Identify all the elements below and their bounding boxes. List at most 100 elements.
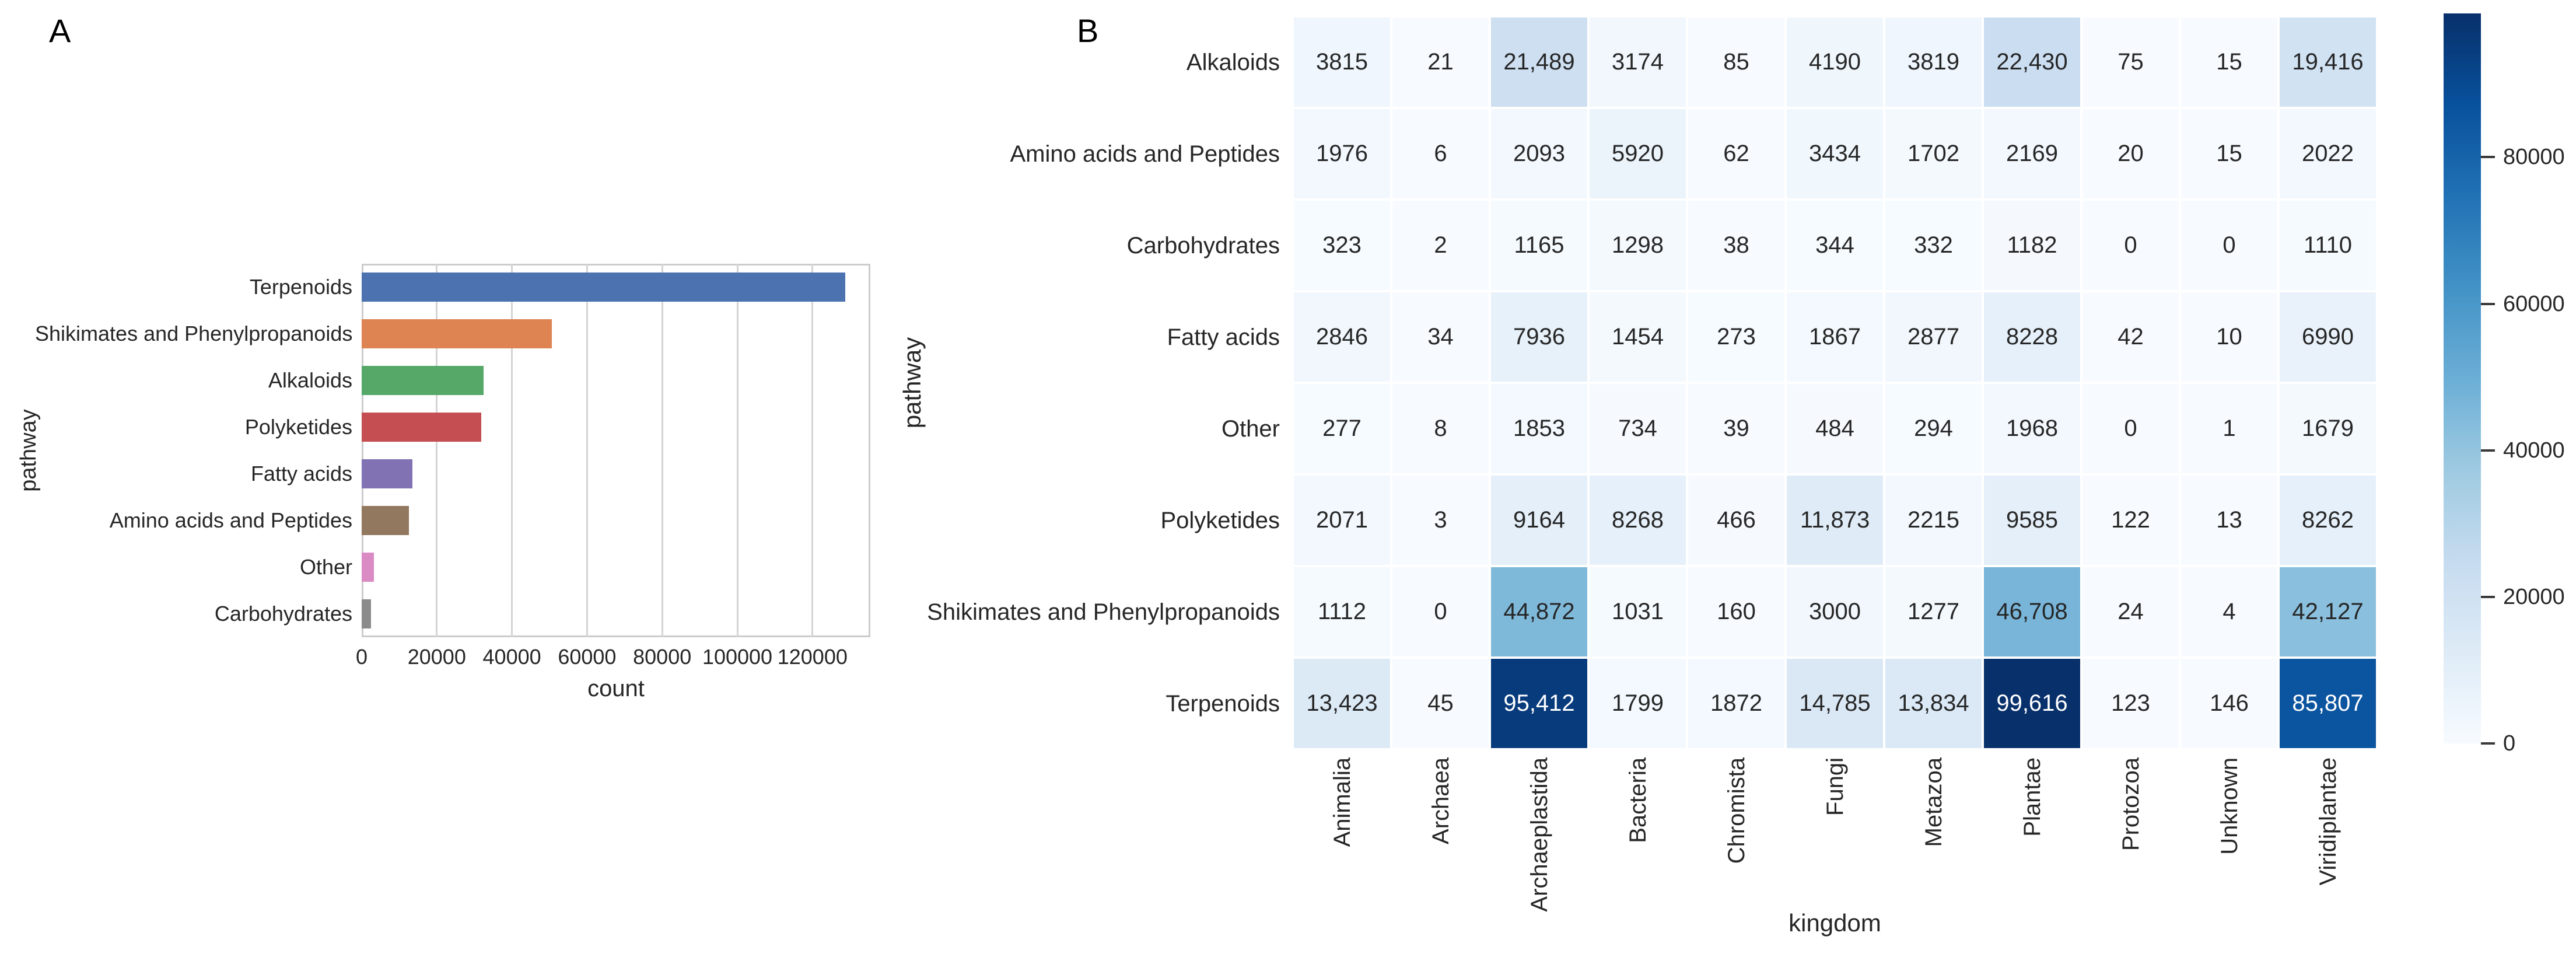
x-tick-label: 80000 [633, 645, 692, 669]
colorbar-tick-mark [2481, 156, 2495, 159]
heatmap-cell-value: 1182 [2007, 232, 2057, 258]
colorbar-tick-label: 40000 [2503, 438, 2565, 463]
heatmap-cell-value: 1031 [1612, 599, 1664, 624]
x-tick-label: 120000 [777, 645, 848, 669]
heatmap-column-label-text: Unknown [2216, 757, 2242, 855]
heatmap-cell: 273 [1687, 291, 1786, 383]
colorbar-tick-label: 80000 [2503, 145, 2565, 170]
heatmap-cell-value: 46,708 [1996, 599, 2068, 624]
heatmap-cell-value: 15 [2216, 49, 2242, 75]
heatmap-cell-value: 734 [1618, 415, 1657, 441]
heatmap-cell: 6990 [2278, 291, 2377, 383]
heatmap-cell-value: 45 [1427, 690, 1454, 716]
colorbar-tick-label: 20000 [2503, 584, 2565, 609]
heatmap-cell: 1867 [1786, 291, 1884, 383]
heatmap-cell: 21 [1391, 16, 1490, 108]
heatmap-cell: 13,834 [1884, 658, 1983, 749]
heatmap-cell: 22,430 [1983, 16, 2081, 108]
heatmap-cell-value: 1298 [1612, 232, 1664, 258]
heatmap-cell: 1298 [1588, 200, 1687, 291]
heatmap-cell: 2169 [1983, 108, 2081, 200]
heatmap-cell: 0 [1391, 566, 1490, 658]
heatmap-column-label-text: Archaeplastida [1526, 757, 1552, 912]
heatmap-cell: 1 [2180, 383, 2278, 474]
heatmap-cell: 10 [2180, 291, 2278, 383]
heatmap-cell-value: 2093 [1513, 141, 1565, 166]
heatmap-cell-value: 123 [2111, 690, 2150, 716]
heatmap-cell-value: 1867 [1809, 324, 1861, 350]
heatmap-cell-value: 2169 [2006, 141, 2058, 166]
heatmap-cell-value: 466 [1717, 507, 1756, 533]
heatmap-cell: 1872 [1687, 658, 1786, 749]
heatmap-column-label: Plantae [2020, 757, 2100, 837]
heatmap-cell: 1679 [2278, 383, 2377, 474]
colorbar-tick-mark [2481, 449, 2495, 452]
heatmap-y-axis-label: pathway [898, 337, 926, 429]
heatmap-cell: 2 [1391, 200, 1490, 291]
heatmap-cell-value: 75 [2118, 49, 2144, 75]
heatmap-cell: 332 [1884, 200, 1983, 291]
heatmap-column-label-text: Fungi [1822, 757, 1848, 816]
panel-a-label: A [49, 12, 71, 49]
colorbar-tick-mark [2481, 742, 2495, 745]
heatmap-cell-value: 20 [2118, 141, 2144, 166]
heatmap-cell: 734 [1588, 383, 1687, 474]
x-tick-label: 60000 [558, 645, 617, 669]
heatmap-cell: 2846 [1293, 291, 1391, 383]
heatmap-cell: 3 [1391, 474, 1490, 566]
heatmap-cell: 146 [2180, 658, 2278, 749]
heatmap-cell: 2071 [1293, 474, 1391, 566]
bar [362, 553, 374, 582]
heatmap-cell: 1182 [1983, 200, 2081, 291]
heatmap-cell-value: 8228 [2006, 324, 2058, 350]
heatmap-cell: 2877 [1884, 291, 1983, 383]
heatmap-column-label-text: Plantae [2019, 757, 2045, 837]
heatmap-cell-value: 0 [2124, 232, 2137, 258]
heatmap-cell-value: 1165 [1514, 232, 1564, 258]
heatmap-cell: 34 [1391, 291, 1490, 383]
heatmap-cell-value: 99,616 [1996, 690, 2068, 716]
heatmap-column-label-text: Chromista [1723, 757, 1749, 864]
heatmap-cell-value: 8 [1434, 415, 1447, 441]
heatmap-cell: 99,616 [1983, 658, 2081, 749]
heatmap-cell: 9164 [1490, 474, 1588, 566]
heatmap-cell-value: 3815 [1316, 49, 1368, 75]
heatmap-cell: 85 [1687, 16, 1786, 108]
heatmap-cell: 1454 [1588, 291, 1687, 383]
heatmap-cell: 0 [2180, 200, 2278, 291]
heatmap-cell: 13 [2180, 474, 2278, 566]
heatmap-row-label: Terpenoids [1166, 690, 1280, 717]
heatmap-cell: 1853 [1490, 383, 1588, 474]
heatmap-cell-value: 3 [1434, 507, 1447, 533]
heatmap-cell-value: 1872 [1710, 690, 1762, 716]
heatmap-cell: 24 [2081, 566, 2180, 658]
heatmap-x-axis-label: kingdom [1788, 909, 1881, 937]
heatmap-cell-value: 39 [1723, 415, 1749, 441]
heatmap-cell-value: 4190 [1809, 49, 1861, 75]
heatmap-cell: 3434 [1786, 108, 1884, 200]
heatmap-cell-value: 1702 [1908, 141, 1959, 166]
heatmap-cell: 0 [2081, 200, 2180, 291]
x-tick-label: 20000 [407, 645, 466, 669]
colorbar-tick-mark [2481, 302, 2495, 305]
heatmap-cell: 13,423 [1293, 658, 1391, 749]
bar-category-label: Shikimates and Phenylpropanoids [35, 322, 353, 345]
bar [362, 413, 481, 442]
heatmap-cell: 85,807 [2278, 658, 2377, 749]
heatmap-cell-value: 3819 [1908, 49, 1959, 75]
heatmap-cell: 1110 [2278, 200, 2377, 291]
heatmap-cell-value: 24 [2118, 599, 2144, 624]
gridline [511, 264, 513, 637]
heatmap-cell: 123 [2081, 658, 2180, 749]
heatmap-cell-value: 38 [1723, 232, 1749, 258]
bar [362, 319, 552, 348]
heatmap-cell-value: 22,430 [1996, 49, 2068, 75]
heatmap-row-label: Other [1221, 415, 1280, 442]
heatmap-cell-value: 294 [1914, 415, 1953, 441]
heatmap-cell-value: 9164 [1513, 507, 1565, 533]
heatmap-cell: 294 [1884, 383, 1983, 474]
heatmap-cell-value: 4 [2222, 599, 2236, 624]
heatmap-cell: 8228 [1983, 291, 2081, 383]
x-tick-label: 0 [355, 645, 368, 669]
heatmap-row-label: Alkaloids [1186, 49, 1280, 75]
